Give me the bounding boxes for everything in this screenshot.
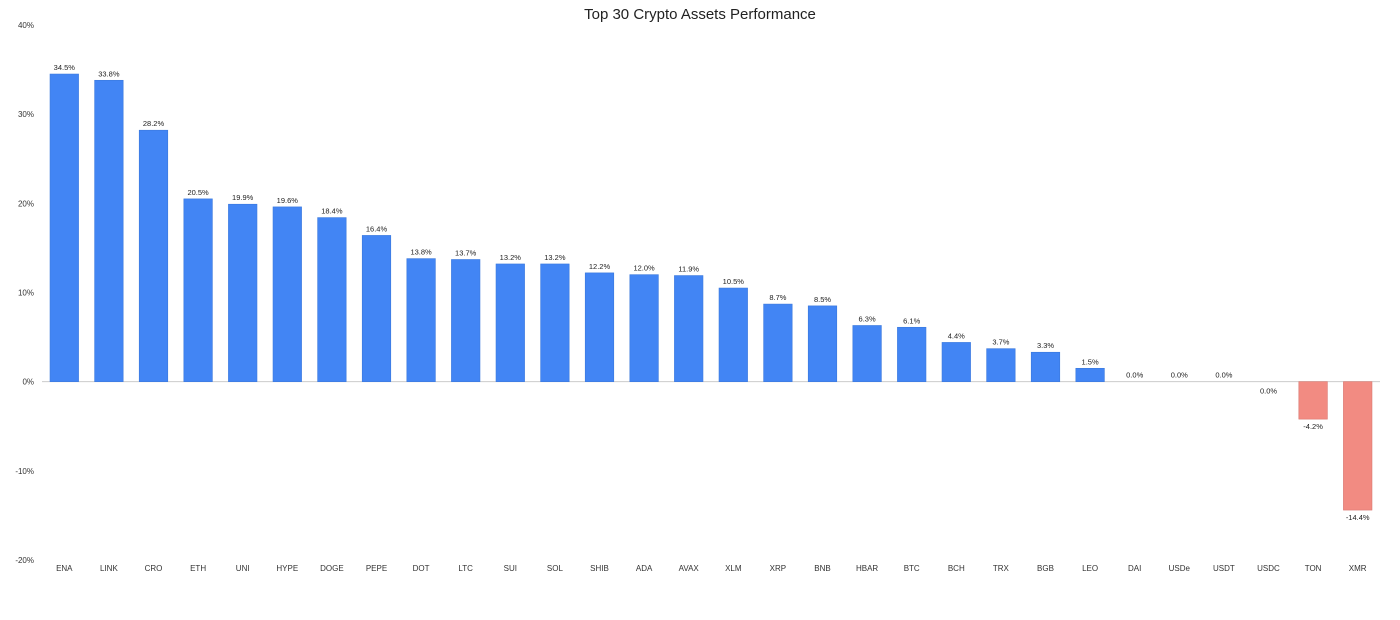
data-label: 0.0%	[1126, 371, 1143, 380]
x-tick-label: BTC	[904, 564, 920, 573]
bar-leo	[1075, 367, 1105, 382]
bar-ada	[629, 274, 659, 382]
bar-uni	[228, 203, 258, 382]
x-tick-label: SUI	[504, 564, 517, 573]
y-tick-label: 0%	[22, 378, 34, 387]
y-tick-label: 30%	[18, 110, 34, 119]
data-label: 13.2%	[544, 253, 566, 262]
bar-btc	[897, 326, 927, 382]
x-tick-label: HYPE	[276, 564, 298, 573]
data-label: 19.9%	[232, 193, 254, 202]
x-tick-label: AVAX	[679, 564, 700, 573]
data-label: 8.5%	[814, 295, 831, 304]
bar-xmr	[1343, 381, 1373, 511]
x-tick-label: USDC	[1257, 564, 1280, 573]
x-tick-label: ETH	[190, 564, 206, 573]
y-tick-label: 40%	[18, 21, 34, 30]
data-label: 6.1%	[903, 316, 920, 325]
bar-ltc	[451, 259, 481, 382]
bar-trx	[986, 348, 1016, 382]
x-tick-label: XMR	[1349, 564, 1367, 573]
bar-bch	[941, 342, 971, 382]
x-tick-label: LINK	[100, 564, 118, 573]
data-label: 6.3%	[859, 314, 876, 323]
bar-shib	[584, 272, 615, 382]
data-label: 3.7%	[992, 338, 1009, 347]
data-label: 34.5%	[54, 63, 76, 72]
x-tick-label: PEPE	[366, 564, 387, 573]
data-label: 0.0%	[1260, 387, 1277, 396]
data-label: 12.0%	[633, 264, 655, 273]
bar-hype	[272, 206, 302, 382]
x-tick-label: UNI	[236, 564, 250, 573]
bar-link	[94, 79, 124, 382]
data-label: 10.5%	[723, 277, 745, 286]
data-label: 13.8%	[410, 248, 432, 257]
data-label: 0.0%	[1215, 371, 1232, 380]
bar-sol	[540, 263, 570, 382]
data-label: 3.3%	[1037, 341, 1054, 350]
y-tick-label: -20%	[15, 556, 34, 565]
x-tick-label: DOGE	[320, 564, 344, 573]
x-tick-label: LTC	[458, 564, 473, 573]
data-label: 28.2%	[143, 119, 165, 128]
x-tick-label: HBAR	[856, 564, 878, 573]
bar-bgb	[1030, 351, 1061, 382]
data-label: 16.4%	[366, 224, 388, 233]
x-tick-label: DOT	[413, 564, 430, 573]
bar-ena	[49, 73, 79, 382]
bar-bnb	[807, 305, 838, 382]
data-label: 18.4%	[321, 207, 343, 216]
bar-cro	[138, 129, 169, 382]
bar-dot	[406, 258, 436, 382]
y-tick-label: 10%	[18, 289, 34, 298]
data-label: 33.8%	[98, 69, 120, 78]
x-tick-label: BNB	[814, 564, 830, 573]
bar-ton	[1298, 381, 1328, 420]
x-tick-label: USDe	[1169, 564, 1191, 573]
y-tick-label: 20%	[18, 199, 34, 208]
data-label: 8.7%	[769, 293, 786, 302]
x-tick-label: XRP	[770, 564, 786, 573]
data-label: 20.5%	[187, 188, 209, 197]
data-label: 11.9%	[678, 265, 699, 274]
bar-xlm	[718, 287, 748, 382]
data-label: -4.2%	[1303, 422, 1323, 431]
x-tick-label: TON	[1305, 564, 1322, 573]
y-tick-label: -10%	[15, 467, 34, 476]
bar-eth	[183, 198, 213, 382]
x-tick-label: BGB	[1037, 564, 1054, 573]
bar-sui	[495, 263, 525, 382]
chart-title: Top 30 Crypto Assets Performance	[584, 6, 816, 23]
x-tick-label: LEO	[1082, 564, 1098, 573]
bar-doge	[317, 217, 347, 382]
bar-avax	[674, 275, 704, 382]
x-tick-label: SHIB	[590, 564, 609, 573]
data-label: 19.6%	[277, 196, 299, 205]
x-tick-label: SOL	[547, 564, 564, 573]
bar-xrp	[763, 303, 793, 382]
x-tick-label: USDT	[1213, 564, 1235, 573]
data-label: 12.2%	[589, 262, 611, 271]
data-label: -14.4%	[1346, 513, 1370, 522]
x-tick-label: ADA	[636, 564, 653, 573]
data-label: 13.7%	[455, 249, 477, 258]
data-label: 4.4%	[948, 331, 965, 340]
x-tick-label: BCH	[948, 564, 965, 573]
x-tick-label: CRO	[145, 564, 163, 573]
data-label: 1.5%	[1082, 357, 1099, 366]
x-tick-label: TRX	[993, 564, 1010, 573]
data-label: 13.2%	[500, 253, 522, 262]
x-tick-label: ENA	[56, 564, 73, 573]
x-tick-label: DAI	[1128, 564, 1141, 573]
data-label: 0.0%	[1171, 371, 1188, 380]
bar-hbar	[852, 325, 882, 382]
x-tick-label: XLM	[725, 564, 742, 573]
bar-pepe	[361, 235, 392, 382]
